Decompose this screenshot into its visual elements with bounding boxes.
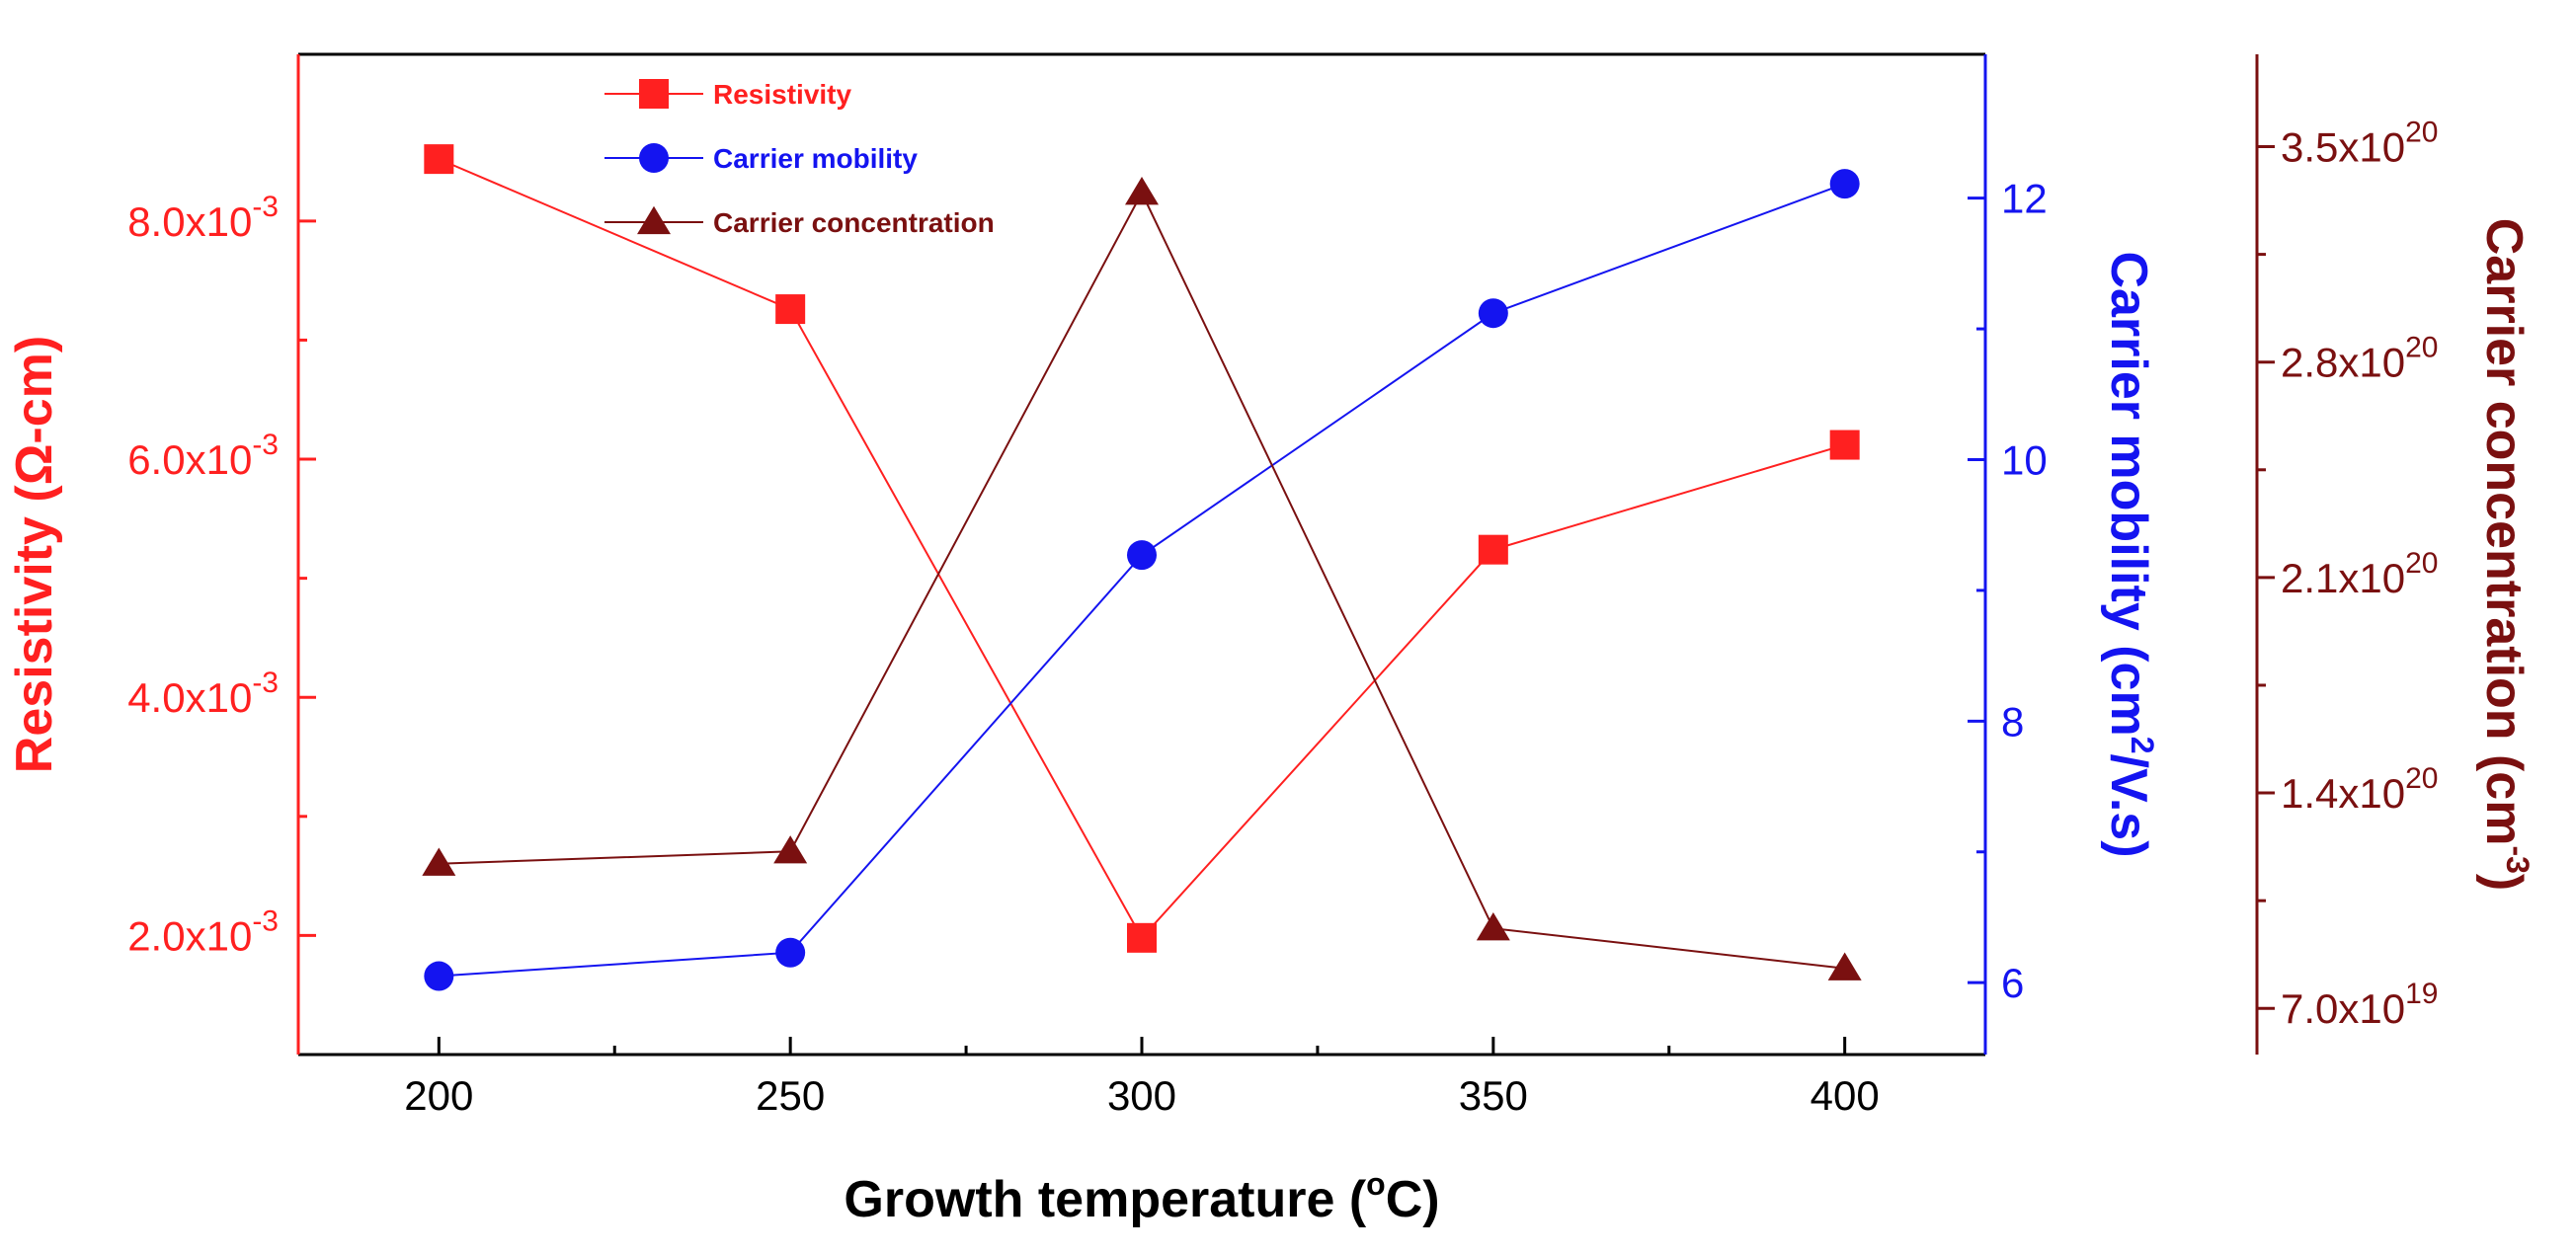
legend-item-carrier-concentration: Carrier concentration [604, 205, 995, 238]
series-carrier-concentration [422, 177, 1862, 980]
carrier-concentration-point [422, 847, 456, 876]
legend-marker [639, 143, 669, 173]
resistivity-point [1829, 430, 1860, 460]
carrier-concentration-point [1827, 952, 1862, 980]
right2-tick-label: 3.5x1020 [2281, 117, 2438, 171]
x-axis: 200 250 300 350 400 Growth temperature (oC) [404, 1037, 1880, 1228]
x-tick-label: 350 [1459, 1072, 1528, 1119]
right1-tick-label: 10 [2001, 436, 2048, 483]
x-tick-label: 250 [756, 1072, 825, 1119]
legend-item-resistivity: Resistivity [604, 79, 851, 110]
x-tick-label: 200 [404, 1072, 473, 1119]
carrier-mobility-point [775, 937, 806, 968]
x-tick-label: 400 [1811, 1072, 1880, 1119]
right2-tick-label: 7.0x1019 [2281, 978, 2438, 1032]
right1-tick-label: 8 [2001, 698, 2024, 745]
x-tick-label: 300 [1107, 1072, 1176, 1119]
legend: Resistivity Carrier mobility Carrier conce… [604, 79, 995, 238]
legend-label: Carrier mobility [713, 143, 918, 174]
legend-label: Resistivity [713, 79, 851, 110]
right1-axis-title: Carrier mobility (cm2/V.s) [2100, 251, 2160, 857]
carrier-concentration-point [773, 835, 808, 864]
left-tick-label: 8.0x10-3 [127, 191, 279, 245]
left-tick-label: 4.0x10-3 [127, 667, 279, 721]
carrier-mobility-point [1478, 298, 1508, 329]
right2-axis-title: Carrier concentration (cm-3) [2475, 218, 2536, 892]
legend-marker [639, 79, 669, 109]
mobility-axis: 6 8 10 12 Carrier mobility (cm2/V.s) [1968, 54, 2160, 1055]
legend-marker [637, 205, 671, 235]
resistivity-point [424, 144, 454, 175]
left-axis-title: Resistivity (Ω-cm) [6, 336, 63, 773]
right1-tick-label: 6 [2001, 960, 2024, 1006]
concentration-axis: 7.0x1019 1.4x1020 2.1x1020 2.8x1020 3.5x1020… [2255, 54, 2536, 1055]
left-tick-label: 6.0x10-3 [127, 429, 279, 483]
right2-tick-label: 2.8x1020 [2281, 332, 2438, 386]
series-carrier-mobility [424, 169, 1860, 991]
resistivity-point [1478, 534, 1508, 565]
carrier-mobility-point [1127, 540, 1157, 571]
x-axis-title: Growth temperature (oC) [844, 1166, 1439, 1228]
carrier-concentration-point [1476, 912, 1510, 941]
resistivity-point [1127, 922, 1157, 953]
resistivity-point [775, 294, 806, 325]
right1-tick-label: 12 [2001, 176, 2048, 222]
carrier-concentration-point [1125, 177, 1159, 205]
carrier-concentration-line [439, 191, 1845, 970]
right2-tick-label: 2.1x1020 [2281, 547, 2438, 601]
carrier-mobility-point [1829, 169, 1860, 199]
resistivity-axis: 2.0x10-3 4.0x10-3 6.0x10-3 8.0x10-3 Resistiv… [6, 54, 316, 1055]
series-resistivity [424, 144, 1860, 953]
right2-tick-label: 1.4x1020 [2281, 762, 2438, 817]
legend-item-carrier-mobility: Carrier mobility [604, 143, 918, 174]
carrier-mobility-point [424, 961, 454, 991]
legend-label: Carrier concentration [713, 207, 995, 238]
series-layer [422, 144, 1862, 991]
left-tick-label: 2.0x10-3 [127, 904, 279, 959]
